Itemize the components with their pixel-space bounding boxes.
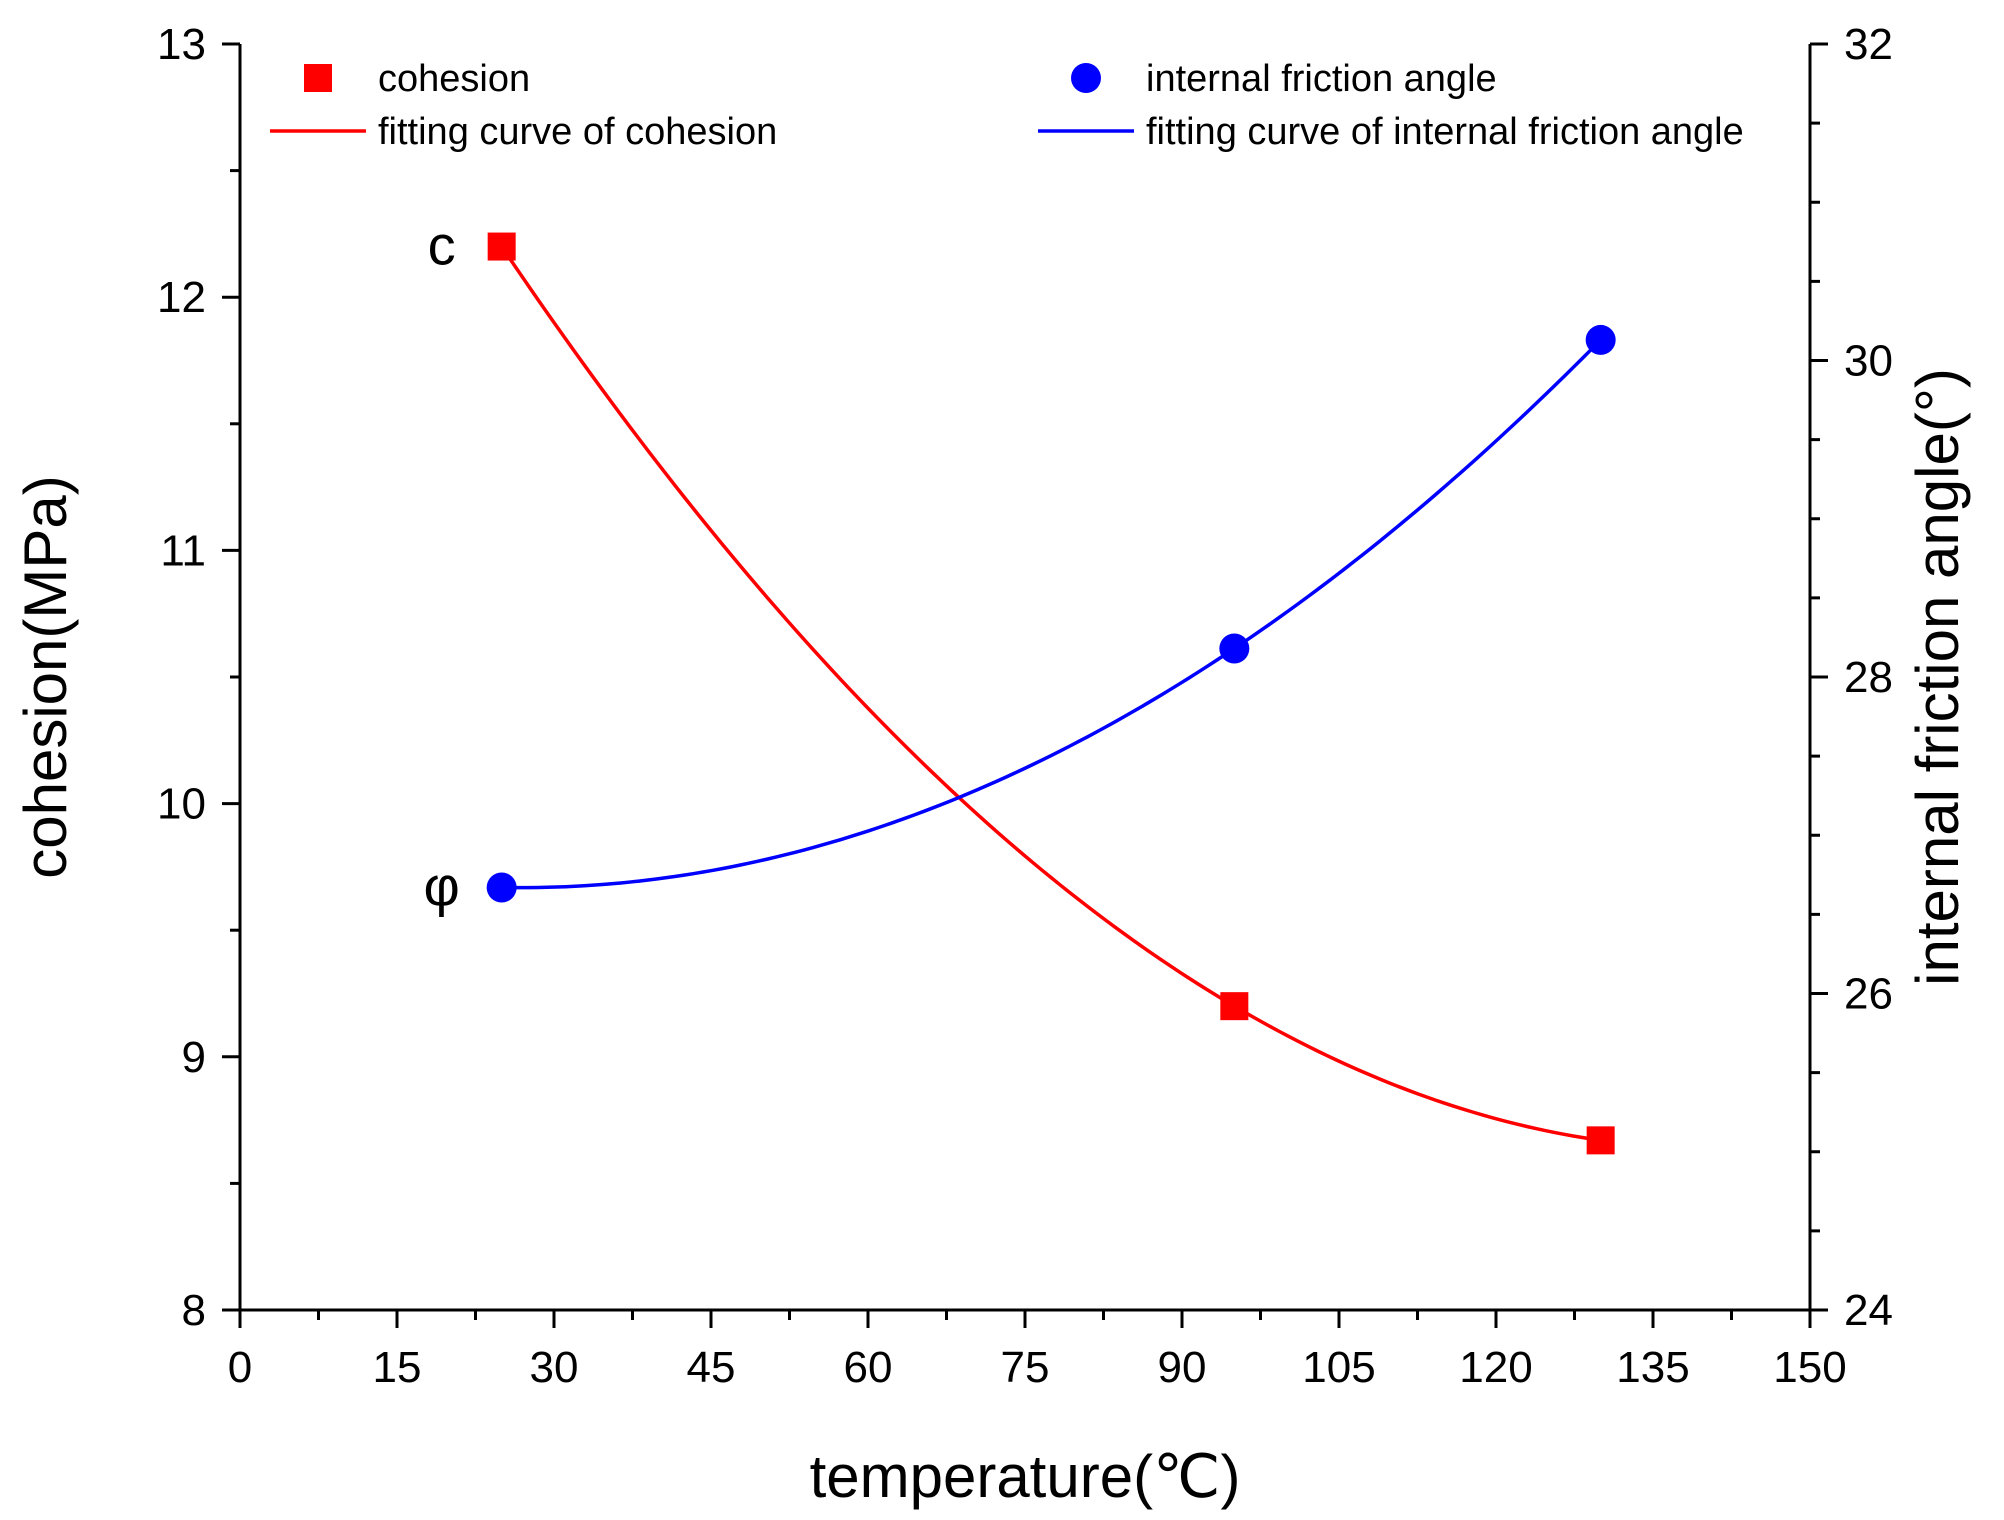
x-tick-label: 120 — [1459, 1343, 1532, 1392]
y-right-tick-label: 24 — [1844, 1286, 1893, 1335]
y-left-tick-label: 13 — [157, 20, 206, 69]
y-left-tick-label: 11 — [160, 526, 206, 575]
cohesion-point — [1586, 1126, 1615, 1155]
friction-series-label: φ — [424, 854, 460, 917]
x-tick-label: 105 — [1302, 1343, 1375, 1392]
y-left-tick-label: 8 — [182, 1286, 206, 1335]
legend-friction-label: internal friction angle — [1146, 58, 1497, 100]
x-tick-label: 75 — [1001, 1343, 1050, 1392]
data-points: cφ — [424, 214, 1616, 1155]
x-tick-label: 30 — [530, 1343, 579, 1392]
friction-angle-point — [486, 872, 517, 903]
x-axis-title: temperature(℃) — [810, 1443, 1241, 1510]
friction-angle-point — [1585, 324, 1616, 355]
y-right-tick-label: 26 — [1844, 970, 1893, 1019]
friction-angle-fit-curve — [501, 338, 1602, 890]
y-left-axis-title: cohesion(MPa) — [12, 475, 79, 879]
cohesion-fit-curve — [500, 245, 1601, 1143]
y-left-tick-label: 12 — [157, 273, 206, 322]
legend-friction-marker — [1071, 63, 1101, 93]
y-right-tick-label: 28 — [1844, 653, 1893, 702]
axes: 0 15 30 45 60 75 90 105 120 135 150 8 9 10 11 12 13 24 26 2… — [157, 20, 1893, 1392]
legend-cohesion-marker — [304, 64, 332, 92]
x-tick-label: 15 — [373, 1343, 422, 1392]
legend: cohesion fitting curve of cohesion interna… — [270, 58, 1744, 153]
x-tick-label: 90 — [1158, 1343, 1207, 1392]
y-left-tick-label: 9 — [182, 1033, 206, 1082]
legend-cohesion-label: cohesion — [378, 58, 530, 100]
x-tick-label: 60 — [844, 1343, 893, 1392]
y-right-tick-label: 32 — [1844, 20, 1893, 69]
legend-cohesion-fit-label: fitting curve of cohesion — [378, 111, 777, 153]
x-tick-label: 135 — [1616, 1343, 1689, 1392]
x-tick-label: 150 — [1773, 1343, 1846, 1392]
x-tick-label: 0 — [228, 1343, 252, 1392]
cohesion-point — [1220, 992, 1249, 1021]
friction-angle-point — [1219, 633, 1250, 664]
legend-friction-fit-label: fitting curve of internal friction angle — [1146, 111, 1744, 153]
fit-curves — [500, 245, 1602, 1143]
cohesion-series-label: c — [428, 214, 456, 277]
x-tick-label: 45 — [687, 1343, 736, 1392]
y-right-tick-label: 30 — [1844, 337, 1893, 386]
y-left-tick-label: 10 — [157, 780, 206, 829]
cohesion-point — [487, 232, 516, 261]
axis-titles: temperature(℃) cohesion(MPa) internal fric… — [12, 368, 1971, 1510]
y-right-axis-title: internal friction angle(°) — [1904, 368, 1971, 986]
